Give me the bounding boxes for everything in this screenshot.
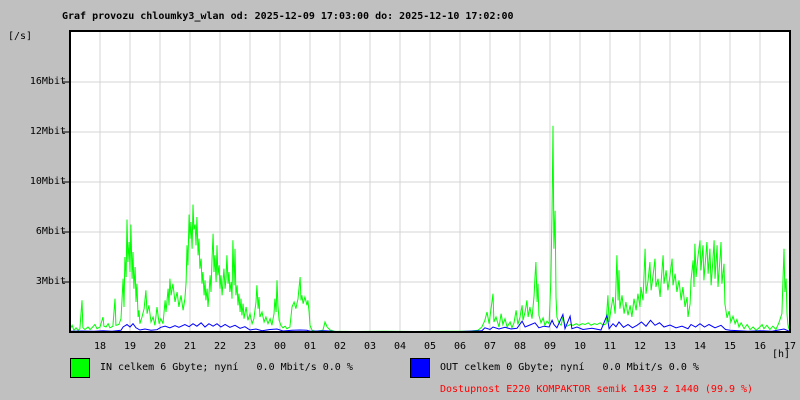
x-tick-label: 03 — [363, 341, 377, 352]
x-tick-label: 22 — [213, 341, 227, 352]
availability-status-text: Dostupnost E220 KOMPAKTOR semik 1439 z 1… — [440, 384, 754, 395]
y-tick-label: 10Mbit — [29, 176, 66, 187]
x-tick-label: 11 — [603, 341, 617, 352]
in-series-label: IN celkem 6 Gbyte; nyní 0.0 Mbit/s 0.0 % — [100, 362, 353, 373]
x-tick-label: 00 — [273, 341, 287, 352]
x-tick-label: 23 — [243, 341, 257, 352]
out-series-swatch — [410, 358, 430, 378]
x-tick-label: 08 — [513, 341, 527, 352]
out-traffic-line — [70, 312, 790, 332]
y-tick-label: 3Mbit — [35, 276, 66, 287]
y-tick-label: 6Mbit — [35, 226, 66, 237]
in-series-swatch — [70, 358, 90, 378]
x-tick-label: 19 — [123, 341, 137, 352]
x-tick-label: 12 — [633, 341, 647, 352]
y-tick-label: 16Mbit — [29, 76, 66, 87]
x-tick-label: 20 — [153, 341, 167, 352]
x-tick-label: 14 — [693, 341, 707, 352]
in-traffic-line — [70, 125, 790, 332]
x-tick-label: 18 — [93, 341, 107, 352]
x-tick-label: 09 — [543, 341, 557, 352]
x-axis-unit-label: [h] — [771, 349, 790, 360]
out-series-label: OUT celkem 0 Gbyte; nyní 0.0 Mbit/s 0.0 … — [440, 362, 699, 373]
y-axis-unit-label: [/s] — [8, 31, 33, 42]
x-tick-label: 21 — [183, 341, 197, 352]
x-tick-label: 02 — [333, 341, 347, 352]
x-tick-label: 05 — [423, 341, 437, 352]
x-tick-label: 10 — [573, 341, 587, 352]
x-tick-label: 07 — [483, 341, 497, 352]
x-tick-label: 15 — [723, 341, 737, 352]
x-tick-label: 16 — [753, 341, 767, 352]
x-tick-label: 01 — [303, 341, 317, 352]
y-tick-label: 12Mbit — [29, 126, 66, 137]
plot-border — [69, 30, 791, 333]
x-tick-label: 04 — [393, 341, 407, 352]
page-title: Graf provozu chloumky3_wlan od: 2025-12-… — [62, 11, 514, 22]
x-tick-label: 17 — [783, 341, 797, 352]
x-tick-label: 06 — [453, 341, 467, 352]
x-tick-label: 13 — [663, 341, 677, 352]
